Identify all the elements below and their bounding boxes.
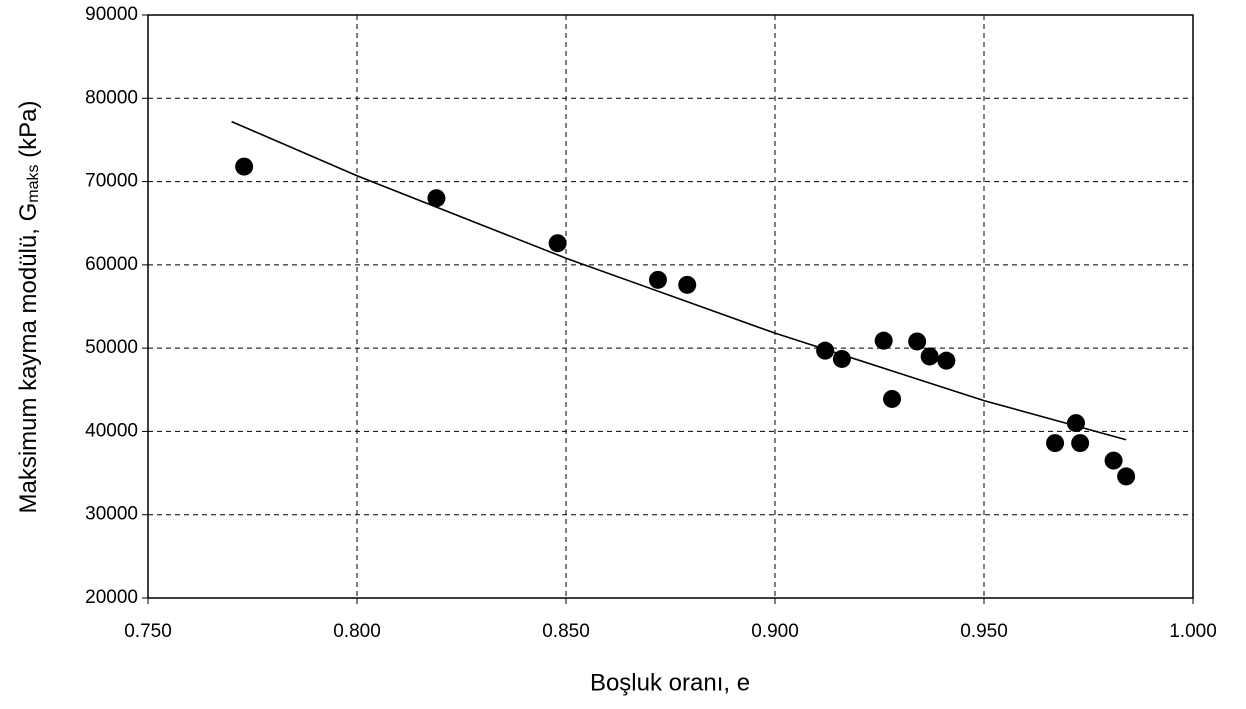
data-point [1046,434,1065,453]
data-point [678,275,697,294]
y-tick-label: 40000 [85,420,138,441]
y-tick-label: 70000 [85,171,138,192]
data-point [1066,414,1085,433]
y-tick-label: 90000 [85,4,138,25]
y-axis-title-main: Maksimum kayma modülü, G [15,203,42,514]
y-axis-title-unit: (kPa) [15,101,42,165]
data-point [1071,434,1090,453]
data-point [1117,467,1136,486]
data-point [920,347,939,366]
y-axis-title: Maksimum kayma modülü, Gmaks (kPa) [15,101,42,514]
y-tick-label: 50000 [85,337,138,358]
x-tick-label: 0.950 [960,621,1008,642]
data-point [832,349,851,368]
x-tick-label: 0.750 [124,621,172,642]
data-point [874,331,893,350]
x-tick-label: 1.000 [1169,621,1217,642]
data-point [235,157,254,176]
trend-line [231,120,1127,441]
data-point [883,389,902,408]
data-point [816,341,835,360]
data-point [937,351,956,370]
y-tick-label: 30000 [85,504,138,525]
data-point [648,270,667,289]
x-tick-label: 0.900 [751,621,799,642]
plot-frame [147,14,1194,599]
data-point [548,234,567,253]
y-tick-label: 20000 [85,587,138,608]
x-tick-label: 0.850 [542,621,590,642]
x-axis-title: Boşluk oranı, e [590,669,750,696]
x-tick-label: 0.800 [333,621,381,642]
data-point [908,332,927,351]
y-tick-label: 60000 [85,254,138,275]
y-axis-title-sub: maks [25,165,42,203]
data-point [427,189,446,208]
y-tick-label: 80000 [85,87,138,108]
data-point [1104,451,1123,470]
